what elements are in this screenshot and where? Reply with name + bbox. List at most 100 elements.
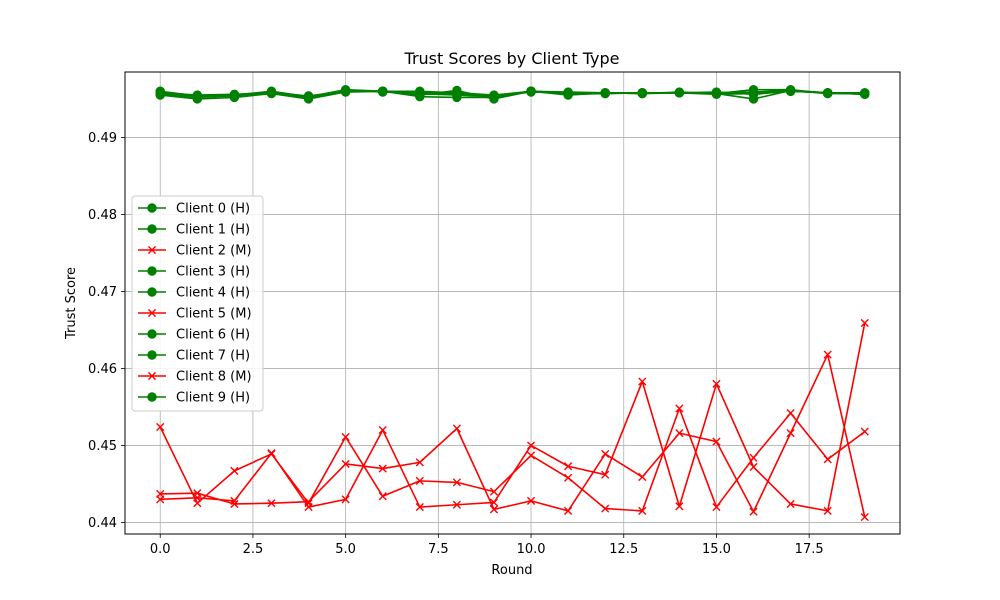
data-point <box>452 500 461 509</box>
legend-label: Client 1 (H) <box>176 223 250 238</box>
data-point <box>193 489 202 498</box>
legend-label: Client 3 (H) <box>176 265 250 280</box>
data-point <box>378 86 388 96</box>
data-point <box>748 87 759 97</box>
series-layer <box>155 85 870 522</box>
data-point <box>785 85 796 96</box>
data-point <box>489 487 499 496</box>
data-point <box>601 449 610 459</box>
legend-entry: Client 2 (M) <box>138 244 252 259</box>
data-point <box>563 88 573 99</box>
data-point <box>786 499 795 509</box>
data-point <box>341 432 350 442</box>
data-point <box>192 91 203 102</box>
data-point <box>638 506 647 515</box>
x-tick-label: 17.5 <box>795 542 824 557</box>
data-point <box>712 437 721 446</box>
data-point <box>564 473 573 482</box>
x-tick-label: 12.5 <box>609 542 638 557</box>
series-client-8 <box>156 350 869 522</box>
legend-marker <box>147 203 157 213</box>
data-point <box>674 88 685 98</box>
data-point <box>749 507 758 516</box>
data-point <box>823 506 832 515</box>
legend-entry: Client 9 (H) <box>138 391 250 406</box>
legend-marker <box>147 245 157 255</box>
legend-marker <box>147 392 157 402</box>
x-axis: 0.0 2.5 5.0 7.5 10.0 12.5 15.0 17.5 <box>150 534 824 557</box>
legend-marker <box>147 350 157 360</box>
x-tick-label: 2.5 <box>243 542 264 557</box>
x-tick-label: 7.5 <box>428 542 449 557</box>
chart-title: Trust Scores by Client Type <box>404 49 620 68</box>
data-point <box>341 459 350 469</box>
legend-entry: Client 0 (H) <box>138 202 250 217</box>
data-point <box>452 478 461 487</box>
data-point <box>378 425 387 435</box>
data-point <box>675 429 684 438</box>
legend-label: Client 7 (H) <box>176 349 250 364</box>
y-tick-label: 0.47 <box>88 285 117 300</box>
data-point <box>675 502 684 511</box>
data-point <box>564 462 573 471</box>
y-tick-label: 0.44 <box>88 516 117 531</box>
data-point <box>526 86 536 96</box>
legend-marker <box>147 224 157 234</box>
data-point <box>712 502 721 512</box>
data-point <box>303 92 314 103</box>
legend-label: Client 2 (M) <box>176 244 252 259</box>
data-point <box>489 505 499 514</box>
data-point <box>267 449 276 459</box>
data-point <box>155 89 165 100</box>
data-point <box>786 409 795 418</box>
data-point <box>822 88 833 98</box>
data-point <box>230 466 239 475</box>
data-point <box>786 429 795 438</box>
data-point <box>341 495 350 504</box>
legend-label: Client 6 (H) <box>176 328 250 343</box>
data-point <box>601 504 610 513</box>
data-point <box>415 89 425 100</box>
data-point <box>860 512 869 522</box>
series-line <box>159 407 866 512</box>
data-point <box>860 427 869 436</box>
x-tick-label: 0.0 <box>150 542 171 557</box>
data-point <box>860 89 870 100</box>
x-tick-label: 10.0 <box>517 542 546 557</box>
legend-marker <box>147 371 157 381</box>
data-point <box>156 422 165 432</box>
y-axis-label: Trust Score <box>64 267 79 340</box>
data-point <box>266 88 277 98</box>
data-point <box>823 350 832 359</box>
data-point <box>675 404 684 413</box>
legend-entry: Client 5 (M) <box>138 307 252 322</box>
legend: Client 0 (H) Client 1 (H) Client 2 (M) Clie… <box>131 195 264 412</box>
data-point <box>712 379 721 388</box>
y-tick-label: 0.45 <box>88 439 117 454</box>
legend-marker <box>147 287 157 297</box>
data-point <box>452 424 461 433</box>
data-point <box>378 492 387 501</box>
data-point <box>415 458 424 467</box>
data-point <box>340 86 351 96</box>
legend-marker <box>147 329 157 339</box>
data-point <box>638 377 647 386</box>
data-point <box>601 470 610 479</box>
series-client-9 <box>155 85 870 103</box>
series-client-5 <box>156 404 869 515</box>
data-point <box>193 499 202 508</box>
data-point <box>564 506 573 515</box>
x-tick-label: 5.0 <box>335 542 356 557</box>
data-point <box>304 499 313 508</box>
x-axis-label: Round <box>491 563 532 578</box>
legend-entry: Client 6 (H) <box>138 328 250 343</box>
data-point <box>823 455 832 464</box>
legend-label: Client 8 (M) <box>176 370 252 385</box>
data-point <box>749 462 758 472</box>
data-point <box>229 91 240 101</box>
data-point <box>156 489 165 499</box>
y-tick-label: 0.49 <box>88 131 117 146</box>
data-point <box>452 89 462 100</box>
y-tick-label: 0.46 <box>88 362 117 377</box>
grid <box>125 72 900 534</box>
